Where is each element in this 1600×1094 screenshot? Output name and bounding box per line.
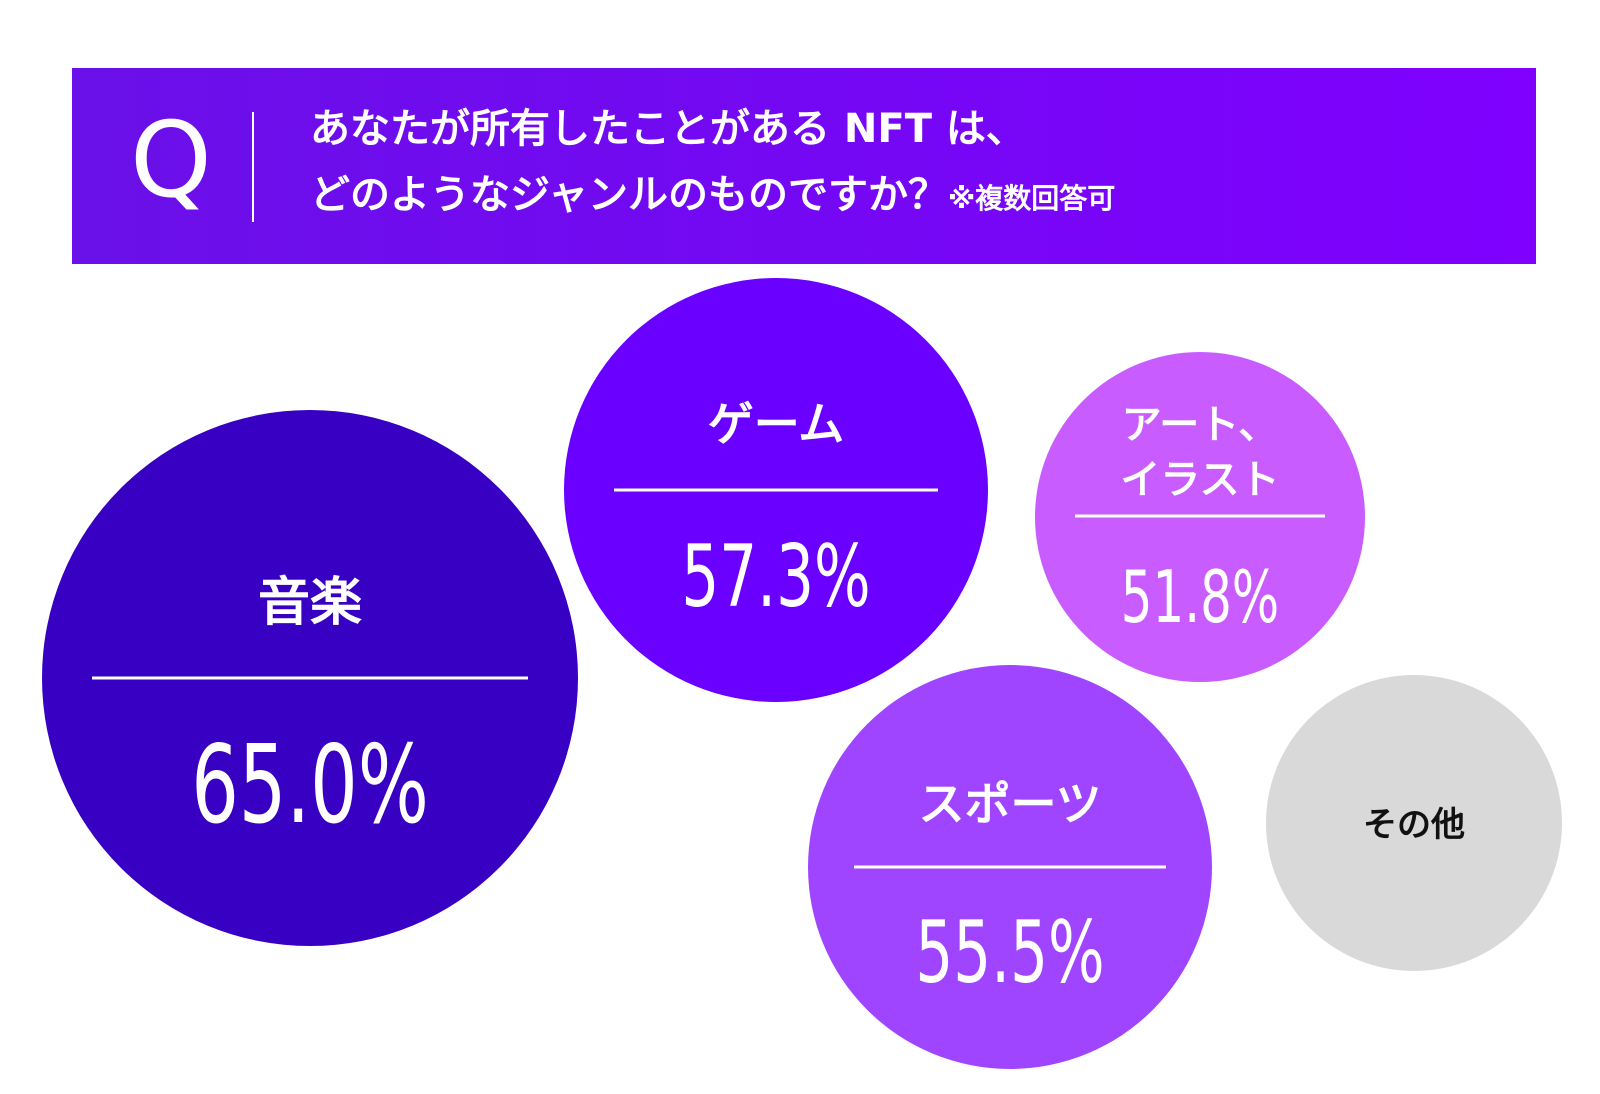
bubble-1: 音楽 65.0% xyxy=(42,410,578,946)
bubble-4: スポーツ 55.5% xyxy=(808,665,1212,1069)
bubble-3: アート、イラスト 51.8% xyxy=(1035,352,1365,682)
question-text: あなたが所有したことがある NFT は、 どのようなジャンルのものですか？※複数… xyxy=(310,96,1115,232)
value-label: 55.5% xyxy=(915,903,1104,1003)
question-note: ※複数回答可 xyxy=(948,182,1116,215)
category-label: スポーツ xyxy=(918,777,1101,831)
question-line-2: どのようなジャンルのものですか？ xyxy=(310,172,948,218)
category-label: 音楽 xyxy=(258,573,362,633)
category-label: イラスト xyxy=(1120,457,1279,503)
bubble-circle xyxy=(1266,675,1562,971)
question-header: Q あなたが所有したことがある NFT は、 どのようなジャンルのものですか？※… xyxy=(72,68,1536,264)
category-label: アート、 xyxy=(1122,402,1279,448)
value-label: 65.0% xyxy=(191,723,429,848)
q-divider xyxy=(252,112,254,222)
category-label: ゲーム xyxy=(708,397,845,451)
question-line-1: あなたが所有したことがある NFT は、 xyxy=(310,106,1026,152)
q-letter: Q xyxy=(130,99,212,221)
category-label: その他 xyxy=(1363,805,1465,845)
bubble-5: その他 xyxy=(1266,675,1562,971)
value-label: 57.3% xyxy=(681,527,870,627)
value-label: 51.8% xyxy=(1121,555,1279,639)
bubble-2: ゲーム 57.3% xyxy=(564,278,988,702)
